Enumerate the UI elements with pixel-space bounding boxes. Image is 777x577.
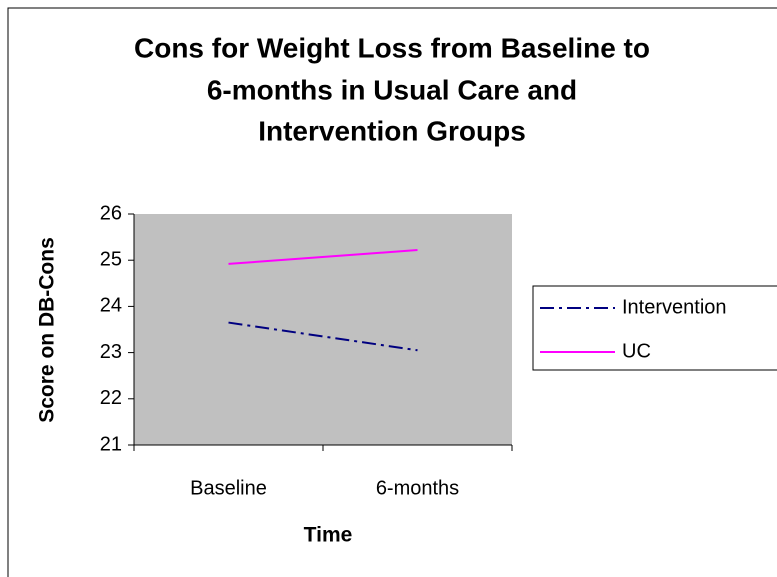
legend-label: Intervention bbox=[622, 296, 727, 318]
y-axis-title: Score on DB-Cons bbox=[36, 237, 59, 423]
series-line bbox=[228, 321, 418, 352]
chart-title: Cons for Weight Loss from Baseline to bbox=[134, 32, 650, 63]
x-tick-label: 6-months bbox=[376, 477, 459, 499]
series-line bbox=[228, 249, 418, 265]
legend-box bbox=[532, 285, 777, 371]
x-tick-label: Baseline bbox=[190, 477, 267, 499]
plot-area bbox=[134, 214, 512, 445]
y-tick-label: 26 bbox=[100, 202, 122, 224]
y-tick-label: 25 bbox=[100, 248, 122, 270]
legend-label: UC bbox=[622, 340, 651, 362]
y-tick-label: 24 bbox=[100, 295, 122, 317]
x-axis-title: Time bbox=[304, 524, 353, 547]
y-tick-label: 23 bbox=[100, 341, 122, 363]
chart-title: Intervention Groups bbox=[258, 115, 526, 146]
y-tick-label: 22 bbox=[100, 387, 122, 409]
chart-title: 6-months in Usual Care and bbox=[207, 74, 577, 105]
y-tick-label: 21 bbox=[100, 433, 122, 455]
